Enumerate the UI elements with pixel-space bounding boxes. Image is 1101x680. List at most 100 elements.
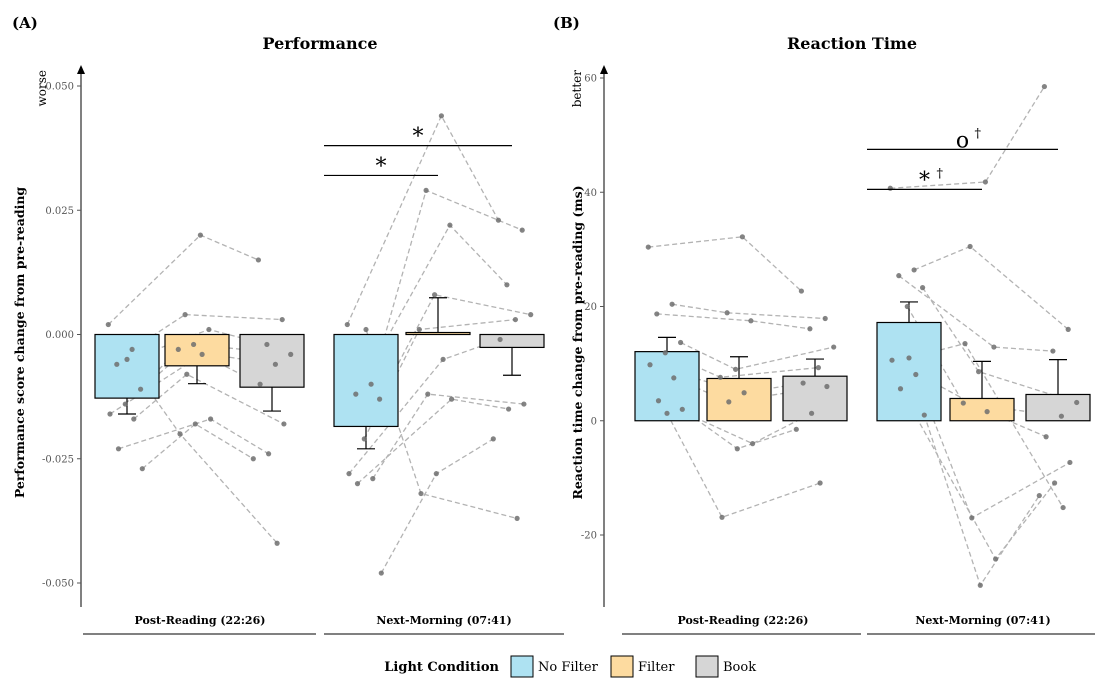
data-point [175,346,181,353]
data-point [124,356,130,362]
data-point [122,401,128,407]
data-point [363,326,369,333]
data-point [378,570,384,576]
y-tick-label: 60 [584,74,597,85]
data-point [279,316,285,323]
data-point [655,398,662,404]
data-point [521,401,527,407]
subject-line [666,412,821,519]
data-point [669,301,675,307]
data-point [368,381,374,387]
data-point [344,321,350,328]
data-point [984,409,990,415]
data-point [1043,434,1049,440]
data-point [497,336,503,343]
data-point [504,282,510,288]
direction-label: worse [35,70,49,107]
group-label: Next-Morning (07:41) [915,614,1050,627]
data-point [139,466,145,472]
data-point [447,222,453,228]
panel-label: (B) [553,14,580,32]
data-point [733,366,739,372]
significance-marker: * [919,168,930,193]
data-point [654,311,660,317]
group-label: Post-Reading (22:26) [678,614,809,627]
legend-label: Book [723,660,756,675]
data-point [440,356,446,362]
significance-dagger: † [975,126,982,141]
data-point [377,396,383,402]
group-label: Post-Reading (22:26) [135,614,266,627]
data-point [182,312,188,318]
data-point [266,451,272,457]
data-point [1074,399,1080,406]
data-point [114,361,120,367]
data-point [272,361,278,367]
subject-line [922,287,1077,404]
panel-title: Reaction Time [787,34,917,53]
bar [333,333,399,428]
data-point [734,446,740,452]
subject-line [680,341,834,370]
subject-line [357,398,509,485]
bar [876,321,942,422]
data-point [993,556,999,562]
data-point [809,410,815,416]
subject-line [131,313,283,350]
subject-line [671,303,826,320]
data-point [177,431,183,437]
data-point [1067,459,1073,466]
data-point [438,113,444,119]
data-point [962,341,968,347]
data-point [739,234,746,240]
data-point [1050,348,1056,354]
data-point [671,375,677,381]
data-point [889,357,895,363]
legend-swatch [610,655,634,678]
data-point [664,410,670,416]
panel-b: (B) Reaction Time better Reaction time chan… [553,14,1095,635]
data-point [977,582,983,588]
data-point [1036,492,1042,499]
data-point [750,441,756,447]
subject-line [380,438,494,574]
data-point [433,471,439,477]
y-tick-label: 0.000 [45,330,74,341]
data-point [199,351,205,357]
significance-marker: * [376,154,387,179]
data-point [506,406,512,412]
data-point [191,341,197,348]
data-point [896,273,902,279]
data-point [425,391,431,397]
data-point [887,185,893,191]
bar [94,333,160,399]
data-point [1041,83,1047,90]
data-point [105,321,111,328]
legend-title: Light Condition [384,660,499,675]
data-point [370,476,376,482]
data-point [717,374,723,380]
direction-label: better [570,70,584,108]
subject-line [923,414,1040,587]
data-point [798,288,805,294]
data-point [807,326,813,332]
data-point [800,380,806,386]
data-point [528,312,534,318]
data-point [264,341,270,348]
data-point [831,344,837,350]
panel-title: Performance [262,34,377,53]
data-point [991,344,997,350]
bar [405,331,471,336]
data-point [206,326,212,333]
data-point [208,416,214,422]
subject-line [141,423,254,470]
data-point [960,400,966,406]
data-point [107,411,113,417]
data-point [967,243,973,250]
data-point [115,446,122,452]
y-tick-label: -20 [581,531,597,542]
significance-marker: o [956,128,969,153]
bar [706,377,772,422]
data-point [904,303,910,310]
